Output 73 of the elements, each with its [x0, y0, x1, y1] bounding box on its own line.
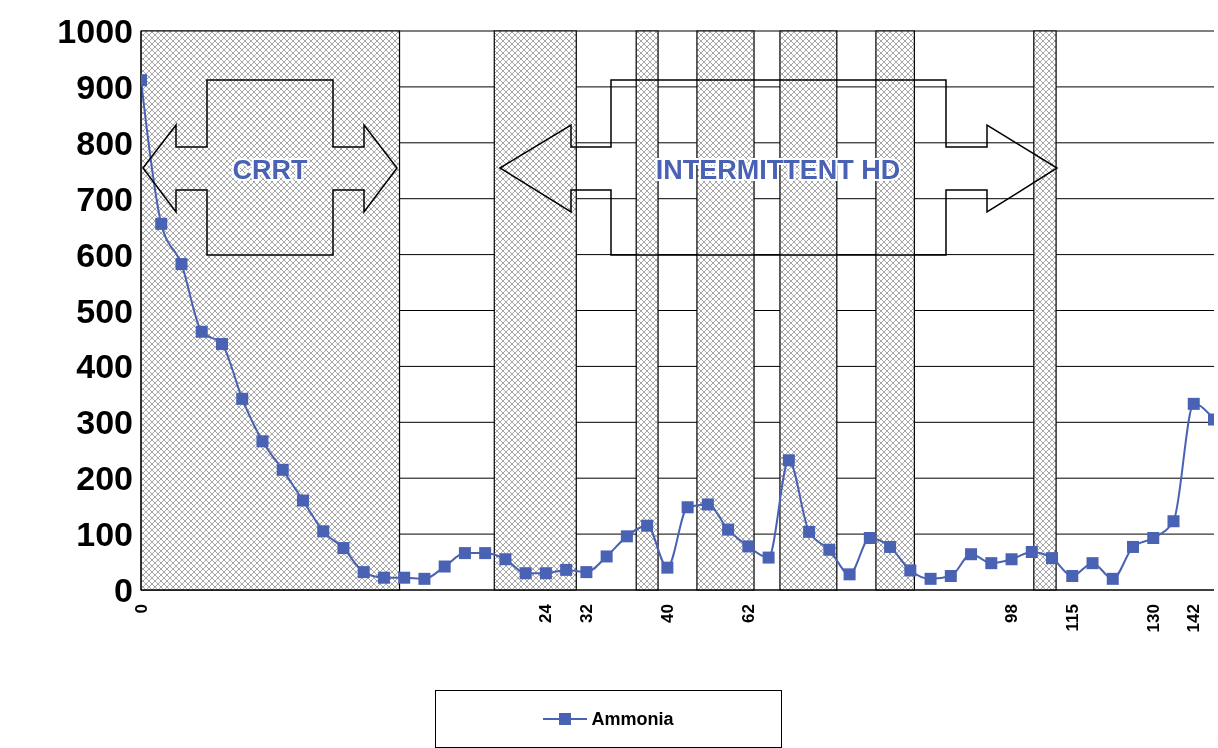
point: [195, 325, 208, 338]
point: [762, 551, 775, 564]
point: [1066, 570, 1079, 583]
y-tick-label: 800: [76, 123, 133, 162]
point: [438, 560, 451, 573]
point: [337, 542, 350, 555]
x-tick-label: 142: [1184, 604, 1204, 633]
y-tick-label: 900: [76, 67, 133, 106]
point: [276, 463, 289, 476]
x-tick-label: 98: [1002, 604, 1022, 623]
point: [155, 217, 168, 230]
y-tick-label: 500: [76, 291, 133, 330]
legend-label: Ammonia: [590, 708, 674, 730]
x-tick-label: 40: [657, 604, 677, 623]
point: [175, 258, 188, 271]
point: [742, 540, 755, 553]
point: [600, 550, 613, 563]
x-tick-label: 0: [131, 604, 151, 614]
point: [985, 557, 998, 570]
point: [1106, 572, 1119, 585]
point: [1086, 557, 1099, 570]
point: [1167, 515, 1180, 528]
y-tick-label: 700: [76, 179, 133, 218]
y-tick-label: 300: [76, 403, 133, 442]
point: [884, 540, 897, 553]
point: [539, 567, 552, 580]
point: [317, 525, 330, 538]
point: [398, 571, 411, 584]
point: [823, 543, 836, 556]
x-tick-label: 32: [576, 604, 596, 623]
point: [944, 570, 957, 583]
point: [296, 494, 309, 507]
x-tick-label: 130: [1143, 604, 1163, 633]
point: [1005, 553, 1018, 566]
point: [1147, 532, 1160, 545]
point: [904, 564, 917, 577]
point: [377, 571, 390, 584]
point: [215, 338, 228, 351]
point: [1046, 552, 1059, 565]
point: [701, 498, 714, 511]
point: [560, 563, 573, 576]
point: [965, 548, 978, 561]
annotation: CRRT: [232, 155, 308, 185]
point: [843, 568, 856, 581]
point: [863, 532, 876, 545]
x-tick-label: 115: [1062, 604, 1082, 632]
y-tick-label: 400: [76, 347, 133, 386]
point: [924, 572, 937, 585]
point: [641, 519, 654, 532]
y-tick-label: 1000: [57, 12, 133, 51]
point: [1025, 545, 1038, 558]
point: [803, 525, 816, 538]
point: [458, 547, 471, 560]
point: [418, 572, 431, 585]
point: [681, 501, 694, 514]
point: [256, 435, 269, 448]
point: [519, 567, 532, 580]
x-tick-label: 62: [738, 604, 758, 623]
x-tick-label: 24: [536, 603, 556, 623]
point: [782, 454, 795, 467]
y-tick-label: 600: [76, 235, 133, 274]
point: [722, 523, 735, 536]
y-tick-label: 200: [76, 459, 133, 498]
point: [479, 547, 492, 560]
y-tick-label: 100: [76, 515, 133, 554]
point: [499, 553, 512, 566]
point: [580, 566, 593, 579]
point: [1187, 397, 1200, 410]
point: [1127, 540, 1140, 553]
point: [620, 530, 633, 543]
point: [661, 561, 674, 574]
point: [357, 566, 370, 579]
point: [236, 392, 249, 405]
